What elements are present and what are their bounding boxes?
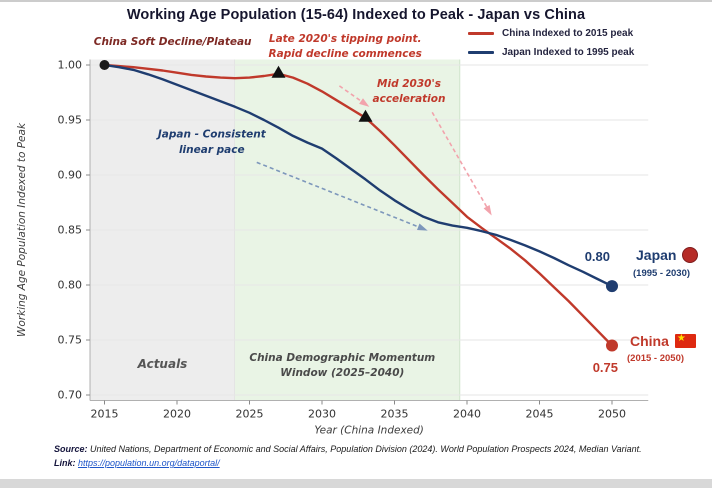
annotation-momentum-window: China Demographic Momentum Window (2025–2… <box>249 352 435 379</box>
chart-canvas: 0.70 0.75 0.80 0.85 0.90 0.95 1.00 2015 2020 2025… <box>16 33 649 437</box>
x-tick-label: 2040 <box>453 408 481 421</box>
china-end-label: China ★ <box>630 333 696 349</box>
chart-title: Working Age Population (15-64) Indexed t… <box>126 7 586 23</box>
x-tick-label: 2030 <box>308 408 336 421</box>
legend: China Indexed to 2015 peak Japan Indexed… <box>468 28 634 58</box>
china-year-range: (2015 - 2050) <box>627 353 685 364</box>
inflection-triangle-marker <box>271 65 286 78</box>
china-line-swatch-icon <box>468 32 494 35</box>
japan-line-swatch-icon <box>468 51 494 54</box>
x-tick-label: 2025 <box>236 408 264 421</box>
japan-end-label: Japan <box>636 247 699 263</box>
legend-label-japan: Japan Indexed to 1995 peak <box>502 47 635 58</box>
japan-name: Japan <box>636 247 677 263</box>
source-text: United Nations, Department of Economic a… <box>87 444 642 454</box>
x-axis-label: Year (China Indexed) <box>314 425 424 437</box>
japan-flag-icon <box>682 247 699 263</box>
y-axis-label: Working Age Population Indexed to Peak <box>16 122 28 337</box>
annotation-actuals: Actuals <box>137 357 188 371</box>
y-tick-label: 0.80 <box>58 279 83 292</box>
acceleration-arrow-head-icon <box>483 205 492 216</box>
legend-item-japan: Japan Indexed to 1995 peak <box>468 47 634 58</box>
china-end-marker <box>606 339 618 352</box>
source-label: Source: <box>54 444 88 454</box>
data-link-row: Link: https://population.un.org/dataport… <box>54 458 220 468</box>
japan-year-range: (1995 - 2030) <box>633 268 691 279</box>
annotation-mid-2030s: Mid 2030's acceleration <box>373 78 446 105</box>
x-tick-label: 2035 <box>381 408 409 421</box>
legend-label-china: China Indexed to 2015 peak <box>502 28 634 39</box>
inflection-triangle-marker <box>358 109 373 122</box>
link-label: Link: <box>54 458 76 468</box>
peak-start-marker <box>99 60 110 70</box>
japan-line <box>103 63 614 288</box>
y-tick-label: 1.00 <box>58 59 83 72</box>
x-tick-label: 2045 <box>526 408 554 421</box>
x-tick-label: 2020 <box>163 408 191 421</box>
china-flag-star-icon: ★ <box>676 333 686 344</box>
china-end-value: 0.75 <box>592 360 618 375</box>
japan-end-value: 0.80 <box>584 249 610 264</box>
annotation-china-soft-decline: China Soft Decline/Plateau <box>94 36 252 48</box>
y-tick-label: 0.95 <box>58 114 83 127</box>
window-top-edge <box>0 0 712 2</box>
acceleration-arrow <box>431 111 491 214</box>
y-tick-label: 0.75 <box>58 334 83 347</box>
y-tick-label: 0.70 <box>58 389 83 402</box>
data-portal-link[interactable]: https://population.un.org/dataportal/ <box>78 458 220 468</box>
window-bottom-bar <box>0 479 712 488</box>
japan-pace-arrow <box>256 161 426 231</box>
annotation-tipping-point: Late 2020's tipping point. Rapid decline … <box>269 33 422 60</box>
japan-end-marker <box>606 280 618 293</box>
tipping-point-arrow-head-icon <box>359 98 370 107</box>
y-tick-label: 0.85 <box>58 224 83 237</box>
x-tick-label: 2050 <box>598 408 626 421</box>
source-citation: Source: United Nations, Department of Ec… <box>54 444 702 454</box>
annotation-japan-pace: Japan - Consistent linear pace <box>156 129 267 156</box>
japan-pace-arrow-head-icon <box>417 223 428 231</box>
china-line <box>103 63 614 347</box>
x-tick-label: 2015 <box>91 408 119 421</box>
china-name: China <box>630 333 669 349</box>
y-tick-label: 0.90 <box>58 169 83 182</box>
legend-item-china: China Indexed to 2015 peak <box>468 28 634 39</box>
china-flag-icon: ★ <box>674 333 696 348</box>
